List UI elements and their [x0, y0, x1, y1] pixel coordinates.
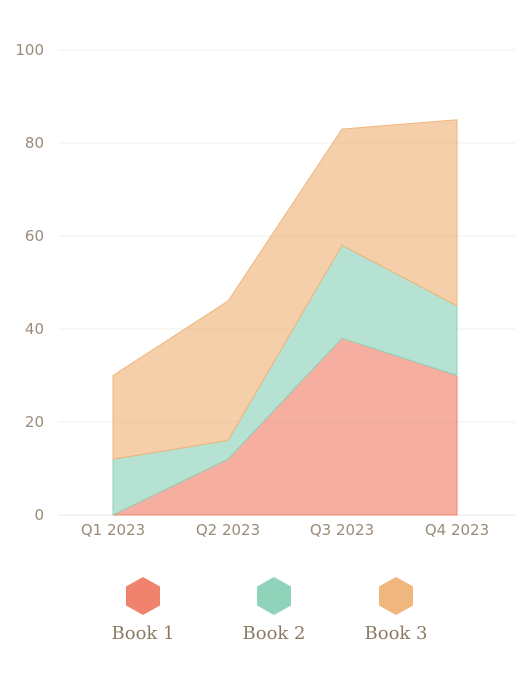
y-tick-label: 0 [34, 506, 44, 524]
x-axis-ticks: Q1 2023 Q2 2023 Q3 2023 Q4 2023 [81, 521, 489, 539]
x-tick-label: Q3 2023 [310, 521, 374, 539]
legend-label: Book 2 [242, 623, 306, 644]
legend-label: Book 3 [364, 623, 428, 644]
area-book-3[interactable] [112, 119, 458, 460]
x-tick-label: Q1 2023 [81, 521, 145, 539]
legend-item-book-2[interactable]: Book 2 [219, 575, 329, 644]
area-chart: 0 20 40 60 80 100 Q1 2023 Q2 2023 Q3 2023 Q4 202… [15, 41, 515, 539]
x-tick-label: Q4 2023 [425, 521, 489, 539]
hexagon-marker-icon [257, 577, 291, 615]
y-tick-label: 100 [15, 41, 44, 59]
legend: Book 1 Book 2 Book 3 [0, 575, 522, 665]
y-tick-label: 80 [25, 134, 44, 152]
y-tick-label: 20 [25, 413, 44, 431]
hexagon-marker-icon [126, 577, 160, 615]
legend-item-book-1[interactable]: Book 1 [88, 575, 198, 644]
legend-item-book-3[interactable]: Book 3 [341, 575, 451, 644]
y-tick-label: 60 [25, 227, 44, 245]
stacked-areas [112, 119, 458, 516]
legend-label: Book 1 [111, 623, 175, 644]
y-tick-label: 40 [25, 320, 44, 338]
y-axis-ticks: 0 20 40 60 80 100 [15, 41, 44, 524]
x-tick-label: Q2 2023 [196, 521, 260, 539]
hexagon-marker-icon [379, 577, 413, 615]
